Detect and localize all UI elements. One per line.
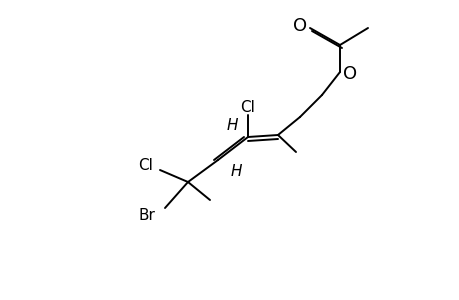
Text: Br: Br xyxy=(138,208,155,224)
Text: H: H xyxy=(226,118,237,133)
Text: O: O xyxy=(342,65,356,83)
Text: H: H xyxy=(230,164,241,179)
Text: O: O xyxy=(292,17,307,35)
Text: Cl: Cl xyxy=(138,158,153,173)
Text: Cl: Cl xyxy=(240,100,255,115)
